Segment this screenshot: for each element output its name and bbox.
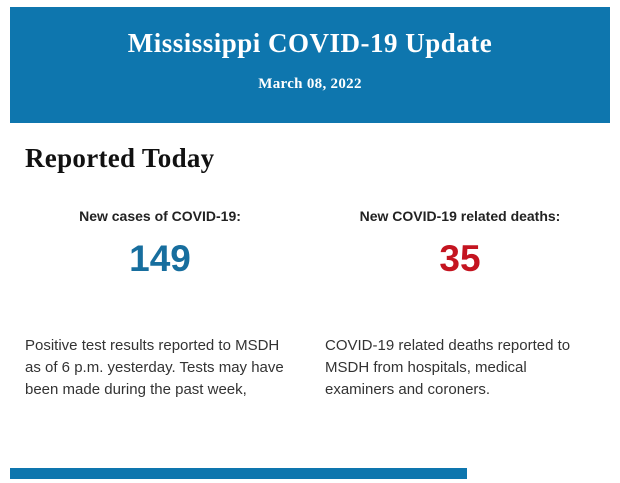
header-banner: Mississippi COVID-19 Update March 08, 20… <box>10 7 610 123</box>
reported-today-section: Reported Today New cases of COVID-19: 14… <box>10 123 610 401</box>
stats-grid: New cases of COVID-19: 149 Positive test… <box>25 208 595 401</box>
next-section-banner-strip <box>10 468 467 479</box>
new-deaths-label: New COVID-19 related deaths: <box>359 208 561 224</box>
report-date: March 08, 2022 <box>258 76 362 92</box>
new-cases-value: 149 <box>129 238 191 279</box>
new-deaths-description: COVID-19 related deaths reported to MSDH… <box>325 337 571 399</box>
new-cases-label: New cases of COVID-19: <box>79 208 241 224</box>
stat-new-deaths: New COVID-19 related deaths: 35 COVID-19… <box>325 208 595 401</box>
new-cases-description: Positive test results reported to MSDH a… <box>25 337 284 399</box>
stat-new-cases: New cases of COVID-19: 149 Positive test… <box>25 208 295 401</box>
new-deaths-value: 35 <box>439 238 481 279</box>
section-heading: Reported Today <box>25 143 215 173</box>
page-title: Mississippi COVID-19 Update <box>127 28 493 58</box>
